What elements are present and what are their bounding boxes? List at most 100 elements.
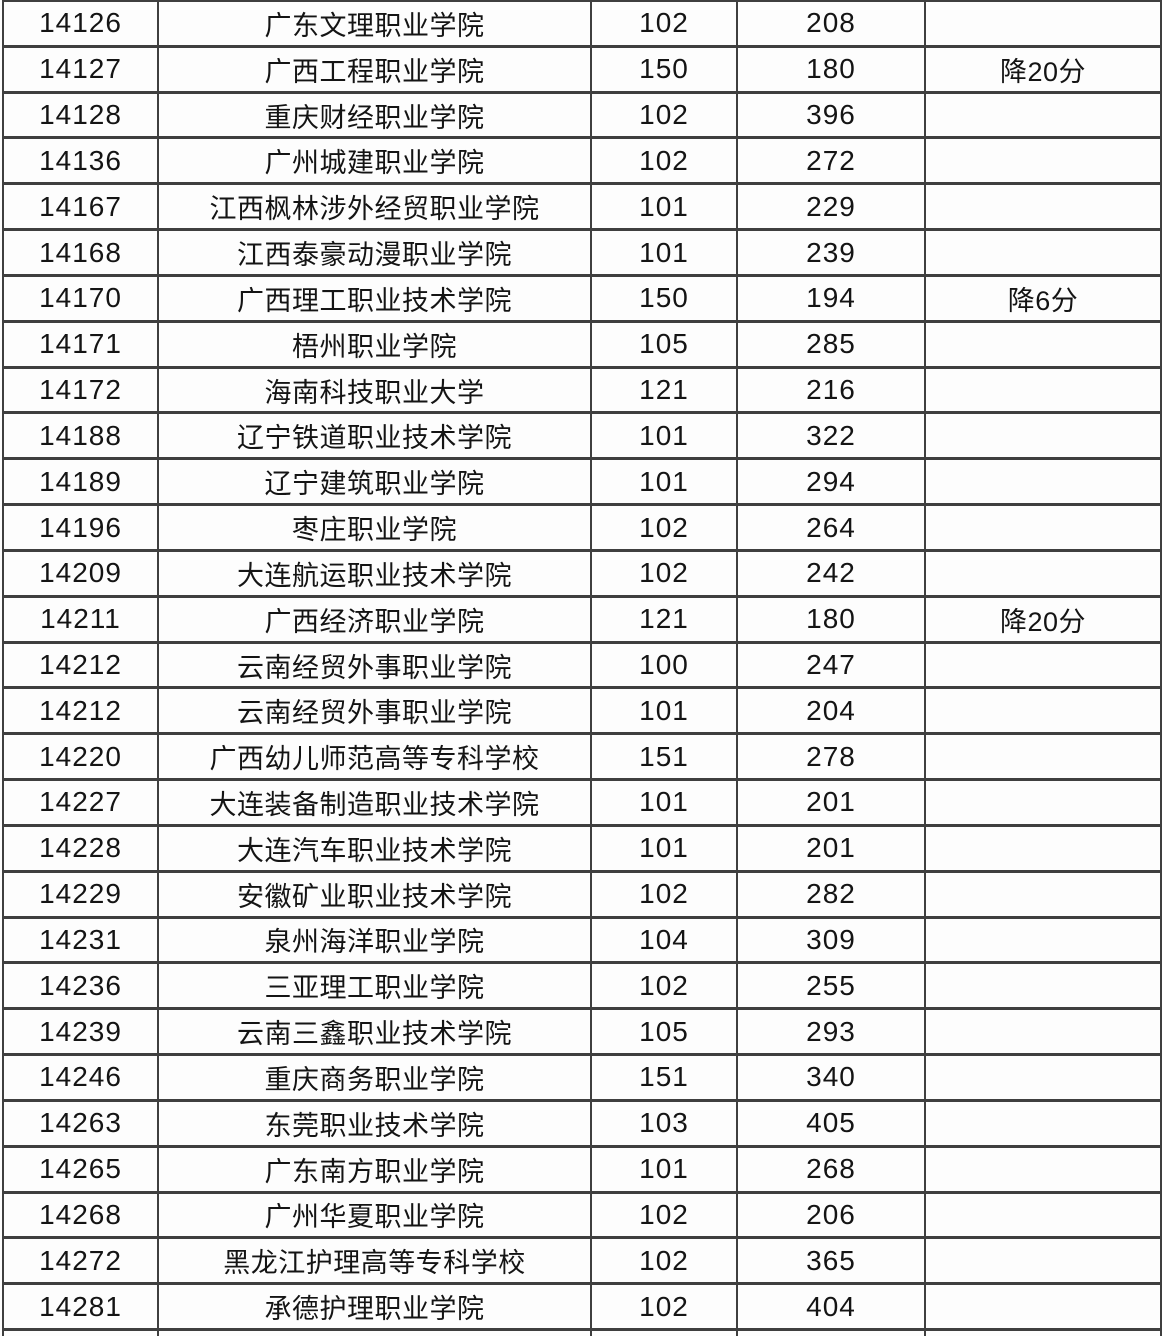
score-note-cell [926, 1285, 1162, 1332]
college-code-cell: 14189 [4, 460, 159, 507]
min-score-cell: 180 [738, 597, 926, 644]
score-note-cell [926, 1010, 1162, 1057]
college-name-cell: 三亚理工职业学院 [159, 964, 592, 1011]
min-score-cell: 201 [738, 826, 926, 873]
college-name-cell: 黑龙江护理高等专科学校 [159, 1239, 592, 1286]
min-score-cell: 294 [738, 460, 926, 507]
group-code-cell: 101 [592, 689, 738, 736]
score-note-cell: 降6分 [926, 276, 1162, 323]
min-score-cell: 293 [738, 1010, 926, 1057]
score-note-cell [926, 689, 1162, 736]
group-code-cell: 103 [592, 1101, 738, 1148]
min-score-cell: 194 [738, 276, 926, 323]
score-note-cell [926, 1056, 1162, 1102]
min-score-cell: 268 [738, 1147, 926, 1194]
college-code-cell: 14211 [4, 597, 159, 644]
college-name-cell: 安徽矿业职业技术学院 [159, 872, 592, 919]
min-score-cell: 216 [738, 368, 926, 415]
college-code-cell: 14268 [4, 1193, 159, 1240]
college-code-cell: 14229 [4, 872, 159, 919]
min-score-cell: 365 [738, 1239, 926, 1286]
college-code-cell: 14172 [4, 368, 159, 415]
group-code-cell: 121 [592, 597, 738, 644]
min-score-cell: 405 [738, 1101, 926, 1148]
score-note-cell [926, 368, 1162, 415]
college-code-cell: 14167 [4, 185, 159, 232]
group-code-cell: 104 [592, 918, 738, 965]
group-code-cell: 105 [592, 1010, 738, 1057]
min-score-cell: 229 [738, 185, 926, 232]
score-note-cell: 降20分 [926, 47, 1162, 94]
score-note-cell [926, 1239, 1162, 1286]
min-score-cell: 208 [738, 2, 926, 48]
college-code-cell: 14239 [4, 1010, 159, 1057]
min-score-cell: 204 [738, 689, 926, 736]
college-name-cell: 云南经贸外事职业学院 [159, 689, 592, 736]
college-name-cell: 泉州海洋职业学院 [159, 918, 592, 965]
college-name-cell: 枣庄职业学院 [159, 506, 592, 552]
college-name-cell: 广西工程职业学院 [159, 47, 592, 94]
group-code-cell [592, 1331, 738, 1336]
college-code-cell: 14265 [4, 1147, 159, 1194]
college-code-cell: 14212 [4, 643, 159, 690]
group-code-cell: 101 [592, 185, 738, 232]
min-score-cell: 206 [738, 1193, 926, 1240]
college-code-cell: 14231 [4, 918, 159, 965]
group-code-cell: 102 [592, 139, 738, 186]
min-score-cell: 404 [738, 1285, 926, 1332]
college-name-cell: 辽宁建筑职业学院 [159, 460, 592, 507]
score-note-cell [926, 1147, 1162, 1194]
score-note-cell [926, 643, 1162, 690]
min-score-cell: 396 [738, 93, 926, 140]
college-code-cell: 14171 [4, 322, 159, 369]
college-code-cell: 14227 [4, 781, 159, 827]
college-name-cell: 重庆商务职业学院 [159, 1056, 592, 1102]
score-note-cell [926, 781, 1162, 827]
score-note-cell [926, 551, 1162, 598]
min-score-cell: 264 [738, 506, 926, 552]
college-code-cell [4, 1331, 159, 1336]
group-code-cell: 102 [592, 1285, 738, 1332]
score-note-cell [926, 506, 1162, 552]
college-name-cell [159, 1331, 592, 1336]
college-code-cell: 14136 [4, 139, 159, 186]
score-note-cell: 降20分 [926, 597, 1162, 644]
min-score-cell: 201 [738, 781, 926, 827]
score-note-cell [926, 964, 1162, 1011]
college-code-cell: 14281 [4, 1285, 159, 1332]
min-score-cell: 322 [738, 414, 926, 461]
college-code-cell: 14196 [4, 506, 159, 552]
min-score-cell: 278 [738, 735, 926, 782]
min-score-cell: 285 [738, 322, 926, 369]
score-note-cell [926, 414, 1162, 461]
group-code-cell: 151 [592, 735, 738, 782]
score-note-cell [926, 735, 1162, 782]
group-code-cell: 102 [592, 872, 738, 919]
college-name-cell: 大连汽车职业技术学院 [159, 826, 592, 873]
college-name-cell: 承德护理职业学院 [159, 1285, 592, 1332]
group-code-cell: 121 [592, 368, 738, 415]
group-code-cell: 102 [592, 93, 738, 140]
college-name-cell: 重庆财经职业学院 [159, 93, 592, 140]
college-name-cell: 广西经济职业学院 [159, 597, 592, 644]
college-code-cell: 14212 [4, 689, 159, 736]
score-note-cell [926, 93, 1162, 140]
group-code-cell: 102 [592, 1193, 738, 1240]
college-name-cell: 云南三鑫职业技术学院 [159, 1010, 592, 1057]
group-code-cell: 100 [592, 643, 738, 690]
college-name-cell: 大连装备制造职业技术学院 [159, 781, 592, 827]
group-code-cell: 101 [592, 826, 738, 873]
college-name-cell: 广东南方职业学院 [159, 1147, 592, 1194]
min-score-cell: 239 [738, 231, 926, 277]
group-code-cell: 151 [592, 1056, 738, 1102]
college-code-cell: 14263 [4, 1101, 159, 1148]
college-name-cell: 辽宁铁道职业技术学院 [159, 414, 592, 461]
college-name-cell: 广西幼儿师范高等专科学校 [159, 735, 592, 782]
group-code-cell: 102 [592, 551, 738, 598]
college-code-cell: 14126 [4, 2, 159, 48]
group-code-cell: 101 [592, 460, 738, 507]
score-note-cell [926, 826, 1162, 873]
group-code-cell: 150 [592, 47, 738, 94]
score-note-cell [926, 231, 1162, 277]
